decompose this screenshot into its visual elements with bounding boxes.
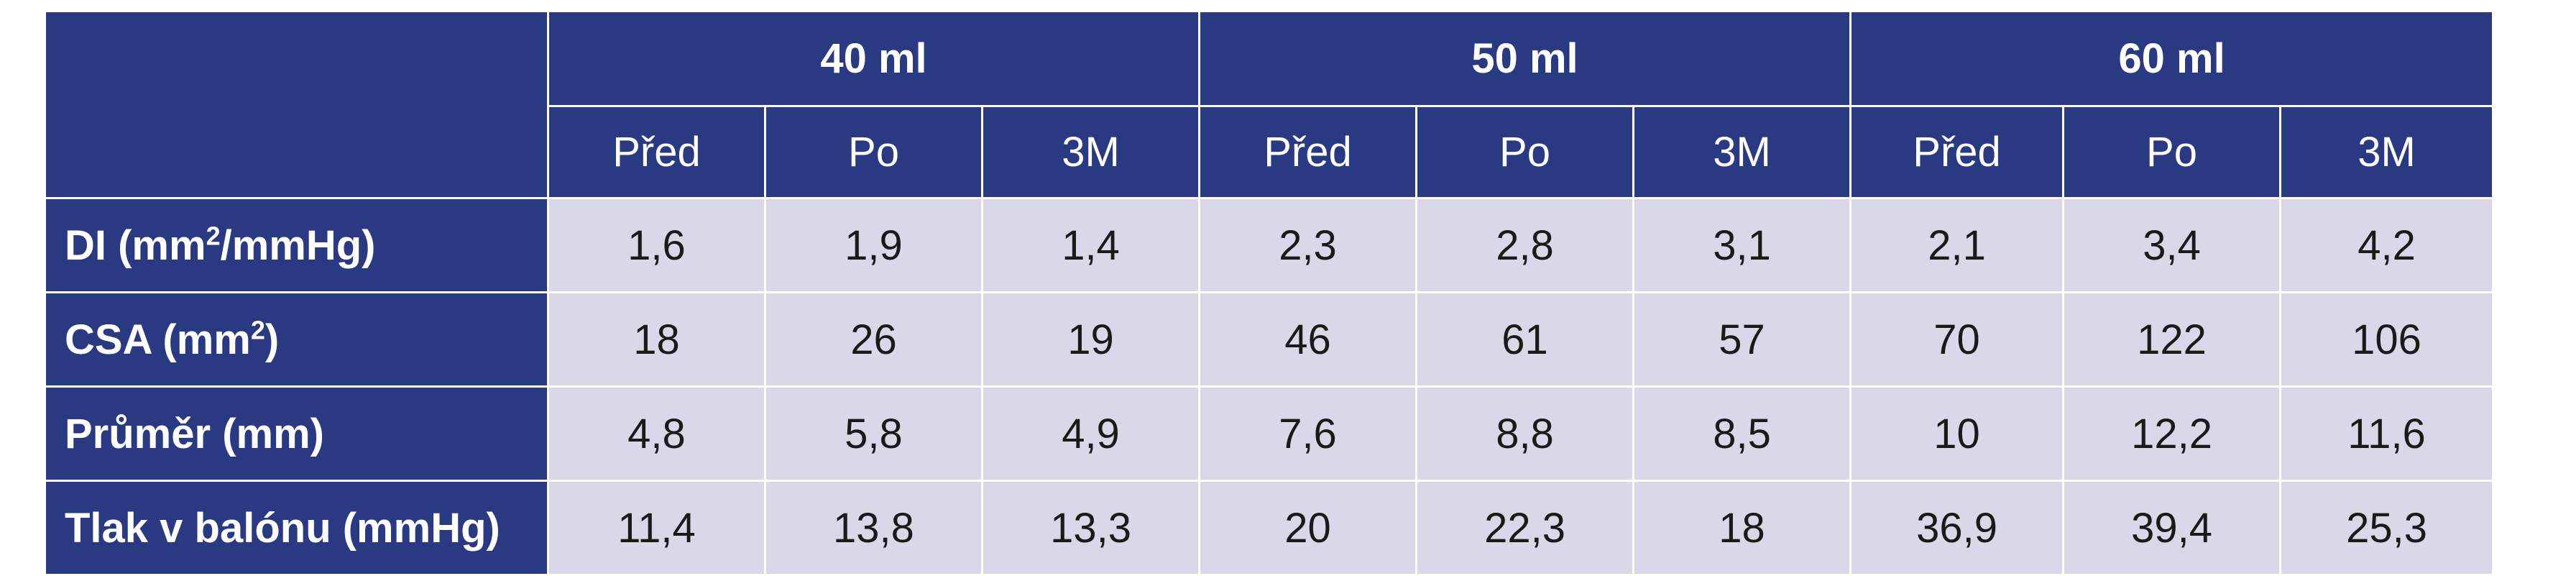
sub-header: 3M [1632,105,1852,199]
row-label-text: /mmHg) [220,221,376,269]
table-cell: 39,4 [2062,480,2282,576]
table-cell: 2,1 [1849,197,2065,293]
table-cell: 7,6 [1198,385,1418,482]
table-cell: 10 [1849,385,2065,482]
table-cell: 8,5 [1632,385,1852,482]
table-cell: 12,2 [2062,385,2282,482]
superscript: 2 [206,221,221,251]
table-cell: 4,9 [980,385,1201,482]
row-label-text: DI (mm [65,221,206,269]
table-cell: 11,6 [2279,385,2495,482]
table-cell: 13,8 [764,480,983,576]
row-label-text: Tlak v balónu (mmHg) [65,504,500,552]
table-cell: 61 [1415,291,1635,388]
sub-header: 3M [980,105,1201,199]
table-cell: 46 [1198,291,1418,388]
group-header-50ml: 50 ml [1198,10,1852,107]
table-cell: 25,3 [2279,480,2495,576]
table-cell: 3,4 [2062,197,2282,293]
table-row: CSA (mm2) 18 26 19 46 61 57 70 122 106 [44,291,2495,388]
group-header-row: 40 ml 50 ml 60 ml [44,10,2495,199]
table-cell: 4,2 [2279,197,2495,293]
table-cell: 36,9 [1849,480,2065,576]
table-cell: 11,4 [547,480,766,576]
data-table: 40 ml 50 ml 60 ml Před Po 3M Před Po 3M … [44,10,2495,576]
row-label-prumer: Průměr (mm) [44,385,549,482]
table-cell: 2,3 [1198,197,1418,293]
table-cell: 20 [1198,480,1418,576]
table-cell: 106 [2279,291,2495,388]
table-cell: 3,1 [1632,197,1852,293]
table-cell: 4,8 [547,385,766,482]
sub-header: Před [547,105,766,199]
table-cell: 18 [1632,480,1852,576]
table-row: DI (mm2/mmHg) 1,6 1,9 1,4 2,3 2,8 3,1 2,… [44,197,2495,293]
row-label-di: DI (mm2/mmHg) [44,197,549,293]
sub-header: Po [2062,105,2282,199]
table-cell: 5,8 [764,385,983,482]
sub-header: Po [764,105,983,199]
table-cell: 57 [1632,291,1852,388]
table-cell: 13,3 [980,480,1201,576]
table-cell: 8,8 [1415,385,1635,482]
sub-header: Před [1849,105,2065,199]
superscript: 2 [250,315,265,345]
group-header-40ml: 40 ml [546,10,1201,107]
sub-header: Po [1415,105,1635,199]
table-cell: 122 [2062,291,2282,388]
table-cell: 19 [980,291,1201,388]
row-label-text: ) [264,316,280,363]
row-label-text: Průměr (mm) [65,410,324,457]
sub-header-row: Před Po 3M Před Po 3M Před Po 3M [45,105,2495,199]
table-cell: 2,8 [1415,197,1635,293]
table-cell: 18 [547,291,766,388]
table-cell: 22,3 [1415,480,1635,576]
sub-header: Před [1198,105,1418,199]
table-cell: 1,4 [980,197,1201,293]
table-row: Průměr (mm) 4,8 5,8 4,9 7,6 8,8 8,5 10 1… [44,385,2495,482]
table-cell: 70 [1849,291,2065,388]
row-label-text: CSA (mm [65,316,251,363]
table-row: Tlak v balónu (mmHg) 11,4 13,8 13,3 20 2… [44,480,2495,576]
group-header-60ml: 60 ml [1849,10,2495,107]
table-cell: 26 [764,291,983,388]
sub-header: 3M [2279,105,2495,199]
table-cell: 1,9 [764,197,983,293]
row-label-tlak: Tlak v balónu (mmHg) [44,480,549,576]
table-cell: 1,6 [547,197,766,293]
corner-cell [44,10,549,199]
row-label-csa: CSA (mm2) [44,291,549,388]
